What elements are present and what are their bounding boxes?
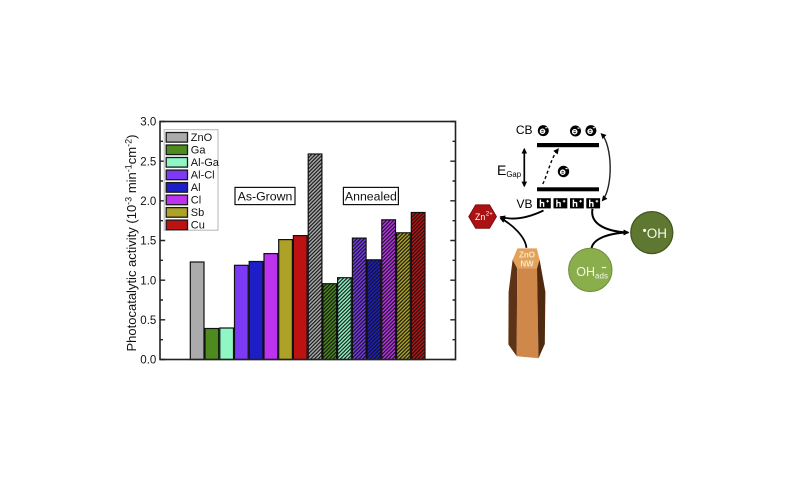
svg-text:VB: VB (516, 197, 532, 211)
svg-text:ZnO: ZnO (191, 132, 213, 144)
svg-text:3.0: 3.0 (140, 117, 156, 129)
svg-text:2.0: 2.0 (140, 196, 156, 208)
svg-text:As-Grown: As-Grown (238, 189, 293, 203)
svg-text:Cl: Cl (191, 195, 201, 207)
svg-text:OH: OH (647, 226, 667, 241)
svg-text:Annealed: Annealed (345, 189, 397, 203)
svg-text:Al-Cl: Al-Cl (191, 170, 215, 182)
svg-text:CB: CB (516, 123, 533, 137)
svg-text:NW: NW (520, 260, 534, 269)
svg-text:Al-Ga: Al-Ga (191, 157, 220, 169)
svg-text:Photocatalytic activity (10-3: Photocatalytic activity (10-3 min-1cm-2) (123, 135, 139, 352)
svg-text:1.0: 1.0 (140, 275, 156, 287)
svg-text:Ga: Ga (191, 145, 207, 157)
svg-text:2+: 2+ (486, 212, 493, 218)
svg-text:2.5: 2.5 (140, 156, 156, 168)
svg-text:0.5: 0.5 (140, 315, 156, 327)
svg-text:Zn: Zn (475, 212, 485, 222)
svg-text:Al: Al (191, 182, 201, 194)
svg-text:Cu: Cu (191, 220, 205, 232)
svg-text:Sb: Sb (191, 207, 204, 219)
svg-text:ZnO: ZnO (519, 251, 535, 260)
svg-text:1.5: 1.5 (140, 236, 156, 248)
svg-text:0.0: 0.0 (140, 355, 156, 367)
